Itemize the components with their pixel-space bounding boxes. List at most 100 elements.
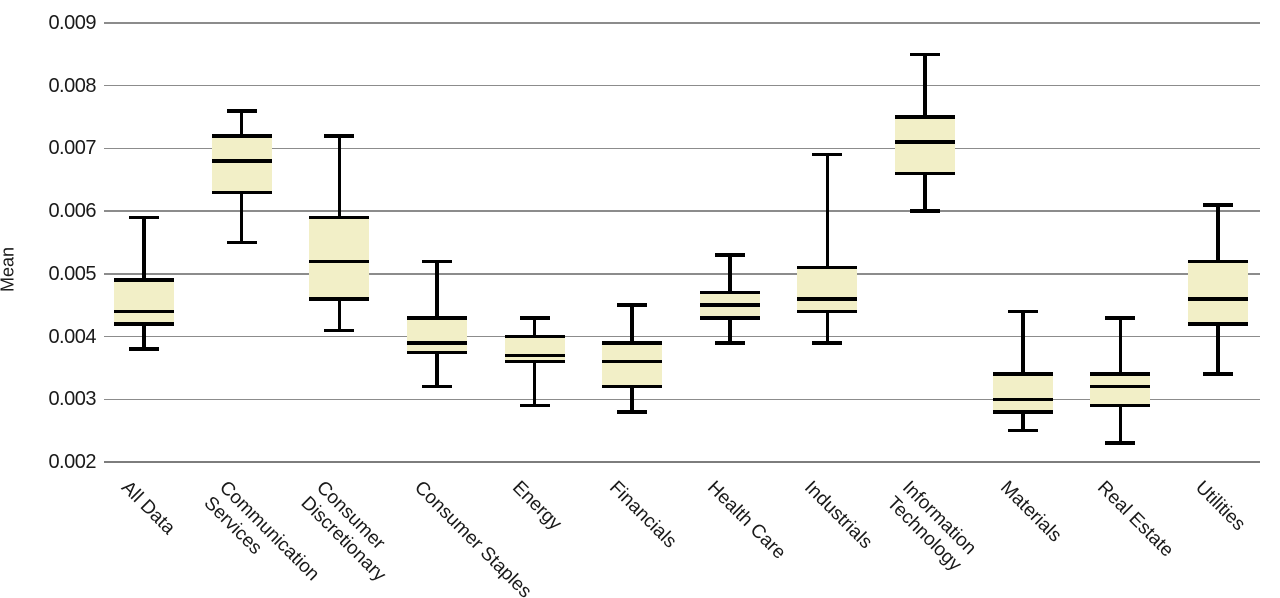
x-tick-label-energy: Energy (507, 477, 566, 535)
y-tick-label: 0.008 (48, 74, 96, 97)
gridline (104, 210, 1260, 212)
median-bar-consumer-staples (406, 341, 467, 345)
x-axis-line (104, 460, 1260, 464)
x-tick-label-utilities: Utilities (1191, 477, 1250, 536)
whisker-cap-high-consumer-discretionary (324, 134, 355, 138)
whisker-cap-low-financials (617, 410, 648, 414)
whisker-cap-low-all-data (129, 347, 159, 351)
q3-bar-materials (992, 372, 1053, 376)
y-tick-label: 0.004 (48, 325, 96, 348)
whisker-cap-low-energy (519, 403, 550, 408)
whisker-stem-materials (1021, 311, 1025, 431)
x-tick-label-materials: Materials (995, 477, 1066, 547)
q1-bar-real-estate (1090, 403, 1151, 408)
gridline (104, 22, 1260, 24)
whisker-cap-low-materials (1007, 428, 1038, 433)
q1-bar-energy (504, 359, 565, 364)
q3-bar-consumer-staples (406, 316, 467, 320)
q3-bar-communication-services (211, 134, 272, 138)
whisker-cap-high-information-technology (910, 52, 941, 57)
box-materials (992, 374, 1053, 412)
y-tick-label: 0.007 (48, 137, 96, 160)
whisker-cap-high-real-estate (1105, 316, 1136, 320)
x-tick-label-health-care: Health Care (702, 477, 790, 564)
box-utilities (1188, 261, 1249, 325)
q3-bar-all-data (114, 278, 174, 282)
y-tick-label: 0.009 (48, 12, 96, 34)
whisker-cap-low-real-estate (1105, 441, 1136, 445)
y-tick-label: 0.002 (48, 451, 96, 473)
q3-bar-information-technology (895, 115, 956, 119)
box-information-technology (895, 117, 956, 174)
q1-bar-utilities (1188, 322, 1249, 326)
q1-bar-industrials (797, 309, 858, 314)
whisker-cap-low-information-technology (910, 209, 941, 213)
box-energy (504, 336, 565, 362)
q3-bar-real-estate (1090, 372, 1151, 376)
q1-bar-consumer-staples (406, 350, 467, 354)
whisker-cap-low-utilities (1203, 372, 1234, 376)
y-tick-label: 0.006 (48, 200, 96, 223)
q1-bar-consumer-discretionary (309, 297, 370, 301)
box-real-estate (1090, 374, 1151, 406)
gridline (104, 147, 1260, 150)
box-industrials (797, 267, 858, 312)
whisker-cap-high-materials (1007, 309, 1038, 314)
median-bar-energy (504, 353, 565, 358)
whisker-cap-high-consumer-staples (421, 259, 452, 264)
median-bar-all-data (114, 309, 174, 314)
q3-bar-consumer-discretionary (309, 215, 370, 220)
gridline (104, 84, 1260, 87)
y-tick-label: 0.003 (48, 388, 96, 411)
whisker-cap-high-industrials (812, 152, 843, 157)
whisker-cap-high-communication-services (226, 109, 257, 113)
q1-bar-information-technology (895, 171, 956, 176)
whisker-cap-high-all-data (129, 215, 159, 220)
gridline (104, 398, 1260, 401)
median-bar-industrials (797, 297, 858, 301)
box-consumer-staples (406, 317, 467, 353)
x-tick-label-communication-services: Communication Services (199, 477, 323, 586)
median-bar-real-estate (1090, 384, 1151, 389)
q3-bar-financials (602, 341, 663, 345)
q3-bar-industrials (797, 265, 858, 270)
q3-bar-health-care (699, 290, 760, 295)
whisker-cap-high-utilities (1203, 203, 1234, 207)
median-bar-information-technology (895, 140, 956, 144)
gridline (104, 273, 1260, 275)
q3-bar-energy (504, 334, 565, 339)
box-all-data (114, 280, 174, 325)
box-consumer-discretionary (309, 217, 370, 299)
whisker-cap-low-industrials (812, 341, 843, 345)
x-tick-label-industrials: Industrials (800, 477, 877, 554)
whisker-cap-low-consumer-staples (421, 384, 452, 389)
box-financials (602, 342, 663, 387)
whisker-cap-low-communication-services (226, 240, 257, 245)
box-communication-services (211, 135, 272, 193)
whisker-cap-low-health-care (714, 341, 745, 345)
q1-bar-communication-services (211, 190, 272, 195)
q1-bar-health-care (699, 316, 760, 320)
x-tick-label-financials: Financials (605, 477, 681, 553)
median-bar-materials (992, 397, 1053, 402)
q1-bar-materials (992, 410, 1053, 414)
whisker-stem-industrials (825, 154, 830, 343)
y-tick-label: 0.005 (48, 262, 96, 285)
median-bar-utilities (1188, 297, 1249, 301)
q1-bar-all-data (114, 322, 174, 326)
q1-bar-financials (602, 384, 663, 389)
x-tick-label-all-data: All Data (117, 477, 180, 539)
median-bar-communication-services (211, 159, 272, 163)
median-bar-consumer-discretionary (309, 259, 370, 264)
whisker-cap-low-consumer-discretionary (324, 328, 355, 333)
whisker-cap-high-health-care (714, 253, 745, 257)
median-bar-health-care (699, 303, 760, 307)
gridline (104, 335, 1260, 338)
whisker-cap-high-financials (617, 303, 648, 307)
whisker-cap-high-energy (519, 316, 550, 320)
median-bar-financials (602, 359, 663, 364)
q3-bar-utilities (1188, 259, 1249, 264)
x-tick-label-real-estate: Real Estate (1093, 477, 1178, 562)
x-tick-label-information-technology: Information Technology (882, 477, 981, 576)
